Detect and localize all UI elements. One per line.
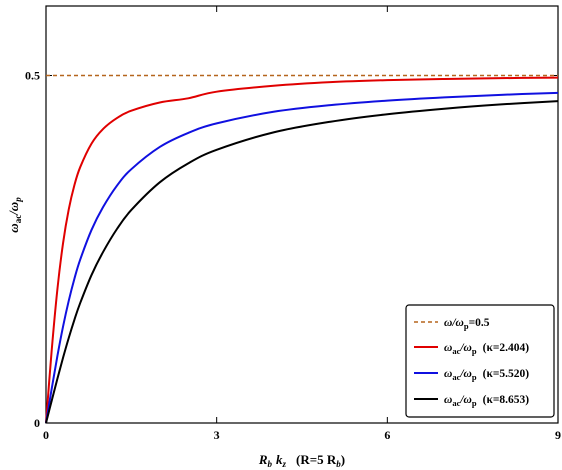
legend-label-3: ωac/ωp (κ=8.653) — [444, 394, 529, 408]
legend-label-1-kappa: (κ=2.404) — [483, 342, 530, 354]
legend-label-2-kappa: (κ=5.520) — [483, 368, 530, 380]
x-label-paren-open: (R=5 R — [296, 452, 337, 467]
x-label-sub2: z — [282, 459, 287, 469]
legend-label-3-main: ω — [444, 394, 452, 406]
legend-label-2-sub: ac — [452, 372, 460, 382]
x-label-sub: b — [268, 459, 273, 469]
y-tick-label-1: 0.5 — [25, 69, 40, 83]
legend-label-0-value: =0.5 — [469, 317, 490, 329]
y-label-sub2: p — [13, 197, 23, 203]
x-axis-label: Rb kz (R=5 Rb) — [258, 452, 345, 469]
plot-frame — [45, 5, 559, 424]
y-label-main: ω — [6, 223, 21, 232]
legend-label-0-main: ω/ω — [444, 317, 464, 329]
x-label-main2: k — [276, 452, 283, 467]
x-tick-label-2: 6 — [384, 428, 390, 442]
legend-label-1-slash: /ω — [459, 342, 472, 354]
x-label-paren-close: ) — [341, 452, 345, 467]
legend-label-2-sub2: p — [472, 372, 477, 382]
legend-label-1-sub: ac — [452, 346, 460, 356]
legend-label-2-main: ω — [444, 368, 452, 380]
x-label-paren-sub: b — [336, 459, 341, 469]
x-label-main: R — [258, 452, 268, 467]
y-axis-label: ωac/ωp — [6, 197, 23, 233]
legend-label-0: ω/ωp=0.5 — [444, 317, 490, 331]
legend-label-1-main: ω — [444, 342, 452, 354]
x-tick-label-3: 9 — [555, 428, 561, 442]
y-label-sub: ac — [13, 215, 23, 224]
legend-label-2-slash: /ω — [459, 368, 472, 380]
legend-label-3-sub: ac — [452, 398, 460, 408]
x-tick-label-0: 0 — [43, 428, 49, 442]
legend-label-1: ωac/ωp (κ=2.404) — [444, 342, 529, 356]
legend-label-2: ωac/ωp (κ=5.520) — [444, 368, 529, 382]
legend-label-1-sub2: p — [472, 346, 477, 356]
legend-label-3-kappa: (κ=8.653) — [483, 394, 530, 406]
y-tick-label-0: 0 — [34, 416, 40, 430]
y-label-slash: /ω — [6, 202, 21, 216]
series-layer — [45, 74, 559, 424]
series-line-2 — [45, 91, 559, 424]
x-tick-label-1: 3 — [214, 428, 220, 442]
series-line-1 — [45, 76, 559, 424]
legend-label-3-slash: /ω — [459, 394, 472, 406]
series-line-3 — [45, 100, 559, 424]
legend-label-0-sub: p — [464, 321, 469, 331]
legend-label-3-sub2: p — [472, 398, 477, 408]
legend-box — [405, 304, 555, 418]
